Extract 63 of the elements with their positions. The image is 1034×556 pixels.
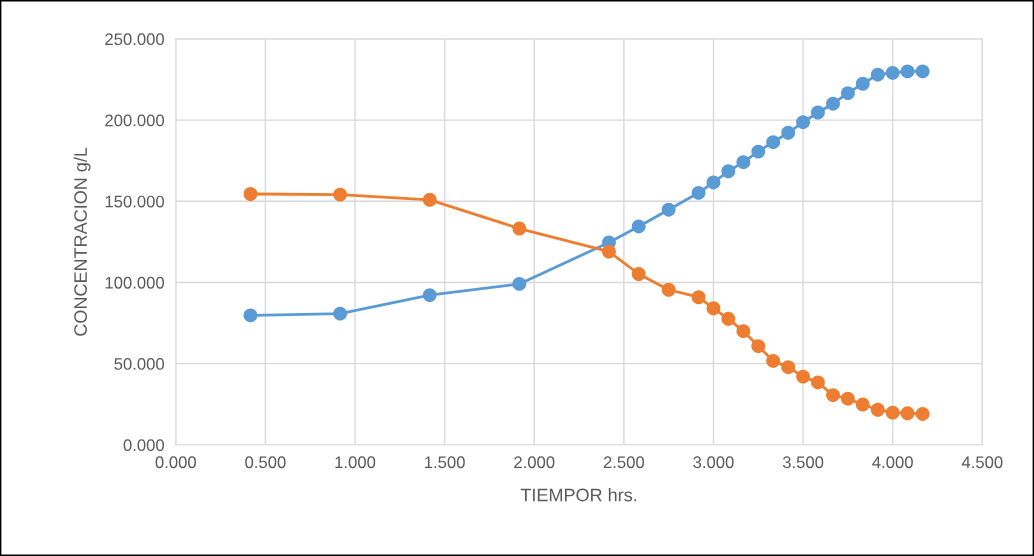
x-tick-label: 1.500 [425,456,465,469]
point [870,67,885,82]
point [900,406,915,421]
point [706,301,721,316]
point [706,175,721,190]
point [796,369,811,384]
point [661,282,676,297]
point [631,267,646,281]
point [900,64,915,79]
point [691,290,706,305]
x-tick-label: 0.500 [245,456,286,469]
point [721,164,736,179]
point [602,244,616,259]
point [915,407,930,421]
point [855,397,870,412]
point [811,375,825,390]
point [840,391,855,406]
y-tick-label: 100.000 [105,276,165,289]
point [243,308,258,323]
y-tick-label: 50.000 [114,358,165,370]
y-tick-label: 250.000 [105,33,165,46]
point [781,360,796,375]
point [766,353,781,368]
x-tick-label: 2.500 [603,456,645,469]
point [751,339,766,354]
point [631,219,646,234]
point [512,221,527,236]
y-tick-label: 0.000 [123,439,165,451]
point [422,192,437,207]
point [855,76,870,91]
point [691,185,706,200]
x-tick-label: 3.500 [782,456,824,469]
x-tick-label: 3.000 [693,456,734,469]
point [826,96,840,111]
point [885,405,900,420]
point [826,388,840,403]
point [736,155,751,170]
point [796,115,811,130]
y-tick-label: 200.000 [105,114,165,127]
y-tick-label: 150.000 [105,195,165,208]
point [333,187,348,202]
point [811,105,825,120]
x-tick-label: 4.000 [872,456,913,469]
point [333,306,348,321]
point [781,125,796,140]
point [422,288,437,303]
point [721,311,736,326]
point [870,402,885,417]
point [512,276,527,291]
point [661,202,676,217]
point [751,144,766,159]
x-tick-label: 2.000 [514,456,555,469]
x-tick-label: 4.500 [961,456,1003,469]
point [840,86,855,101]
point [885,65,900,80]
point [243,187,258,201]
x-tick-label: 1.000 [335,456,376,469]
point [915,64,930,79]
x-axis-title: TIEMPOR hrs. [520,488,637,502]
point [736,324,751,339]
y-axis-title: CONCENTRACION g/L [73,147,91,336]
point [766,135,781,150]
x-tick-label: 0.000 [155,456,196,469]
